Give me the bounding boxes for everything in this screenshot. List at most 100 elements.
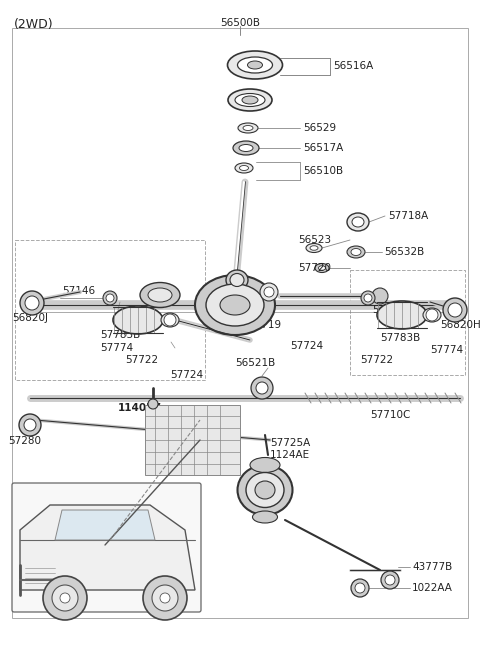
Ellipse shape (240, 165, 249, 171)
Circle shape (20, 291, 44, 315)
Bar (12, 28, 468, 618)
Ellipse shape (233, 141, 259, 155)
Ellipse shape (242, 96, 258, 104)
Ellipse shape (248, 61, 263, 69)
Ellipse shape (238, 57, 273, 73)
Circle shape (355, 583, 365, 593)
Ellipse shape (161, 313, 179, 327)
Text: 56529: 56529 (303, 123, 336, 133)
Circle shape (364, 294, 372, 302)
Ellipse shape (235, 94, 265, 106)
Text: 57722: 57722 (360, 355, 393, 365)
Ellipse shape (377, 301, 427, 329)
Ellipse shape (148, 288, 172, 302)
Ellipse shape (238, 465, 292, 515)
Polygon shape (55, 510, 155, 540)
Circle shape (43, 576, 87, 620)
Ellipse shape (315, 264, 329, 272)
Ellipse shape (195, 275, 275, 335)
Text: 57146: 57146 (372, 305, 405, 315)
Ellipse shape (255, 481, 275, 499)
Circle shape (385, 575, 395, 585)
Circle shape (256, 382, 268, 394)
Ellipse shape (226, 270, 248, 290)
Text: 57724: 57724 (290, 341, 323, 351)
Text: 56820J: 56820J (12, 313, 48, 323)
Circle shape (251, 377, 273, 399)
Text: 1124AE: 1124AE (270, 450, 310, 460)
Text: 56510B: 56510B (303, 166, 343, 176)
Text: 1022AA: 1022AA (412, 583, 453, 593)
Text: 56523: 56523 (299, 235, 332, 245)
Text: 57710C: 57710C (370, 410, 410, 420)
Ellipse shape (235, 163, 253, 173)
Ellipse shape (347, 246, 365, 258)
Ellipse shape (252, 511, 277, 523)
Ellipse shape (347, 213, 369, 231)
Text: 56516A: 56516A (333, 61, 373, 71)
Text: 56521B: 56521B (235, 358, 275, 368)
Ellipse shape (140, 282, 180, 307)
Circle shape (264, 287, 274, 297)
Circle shape (103, 291, 117, 305)
Text: 57718A: 57718A (388, 211, 428, 221)
Ellipse shape (113, 306, 163, 334)
Ellipse shape (238, 123, 258, 133)
Text: 57774: 57774 (430, 345, 463, 355)
Circle shape (25, 296, 39, 310)
Text: 57774: 57774 (100, 343, 133, 353)
Bar (145, 405, 240, 475)
Circle shape (106, 294, 114, 302)
Text: 57725A: 57725A (270, 438, 310, 448)
Text: 56532B: 56532B (384, 247, 424, 257)
Ellipse shape (319, 266, 325, 270)
Ellipse shape (351, 248, 361, 256)
FancyBboxPatch shape (12, 483, 201, 612)
Circle shape (260, 283, 278, 301)
Text: (2WD): (2WD) (14, 18, 54, 31)
Text: 57720: 57720 (299, 263, 332, 273)
Circle shape (148, 399, 158, 409)
Circle shape (372, 288, 388, 304)
Text: 57783B: 57783B (100, 330, 140, 340)
Text: 56500B: 56500B (220, 18, 260, 28)
Ellipse shape (220, 295, 250, 315)
Ellipse shape (228, 89, 272, 111)
Circle shape (381, 571, 399, 589)
Ellipse shape (250, 457, 280, 473)
Ellipse shape (206, 284, 264, 326)
Circle shape (443, 298, 467, 322)
Circle shape (160, 593, 170, 603)
Text: 57724: 57724 (170, 370, 203, 380)
Polygon shape (20, 505, 195, 590)
Text: 1140FZ: 1140FZ (118, 403, 162, 413)
Text: 43777B: 43777B (412, 562, 452, 572)
Circle shape (164, 314, 176, 326)
Text: 57146: 57146 (62, 286, 95, 296)
Circle shape (426, 309, 438, 321)
Ellipse shape (352, 217, 364, 227)
Ellipse shape (310, 246, 318, 250)
Circle shape (60, 593, 70, 603)
Text: 57719: 57719 (249, 320, 282, 330)
Text: 57783B: 57783B (380, 333, 420, 343)
Ellipse shape (306, 244, 322, 252)
Circle shape (361, 291, 375, 305)
Ellipse shape (423, 308, 441, 322)
Circle shape (143, 576, 187, 620)
Ellipse shape (230, 274, 244, 286)
Text: 56517A: 56517A (303, 143, 343, 153)
Circle shape (152, 585, 178, 611)
Circle shape (24, 419, 36, 431)
Ellipse shape (228, 51, 283, 79)
Circle shape (448, 303, 462, 317)
Ellipse shape (246, 473, 284, 507)
Text: 57280: 57280 (9, 436, 41, 446)
Ellipse shape (243, 125, 253, 131)
Circle shape (52, 585, 78, 611)
Text: 57722: 57722 (125, 355, 158, 365)
Text: 56820H: 56820H (440, 320, 480, 330)
Ellipse shape (239, 145, 253, 151)
Circle shape (19, 414, 41, 436)
Circle shape (351, 579, 369, 597)
